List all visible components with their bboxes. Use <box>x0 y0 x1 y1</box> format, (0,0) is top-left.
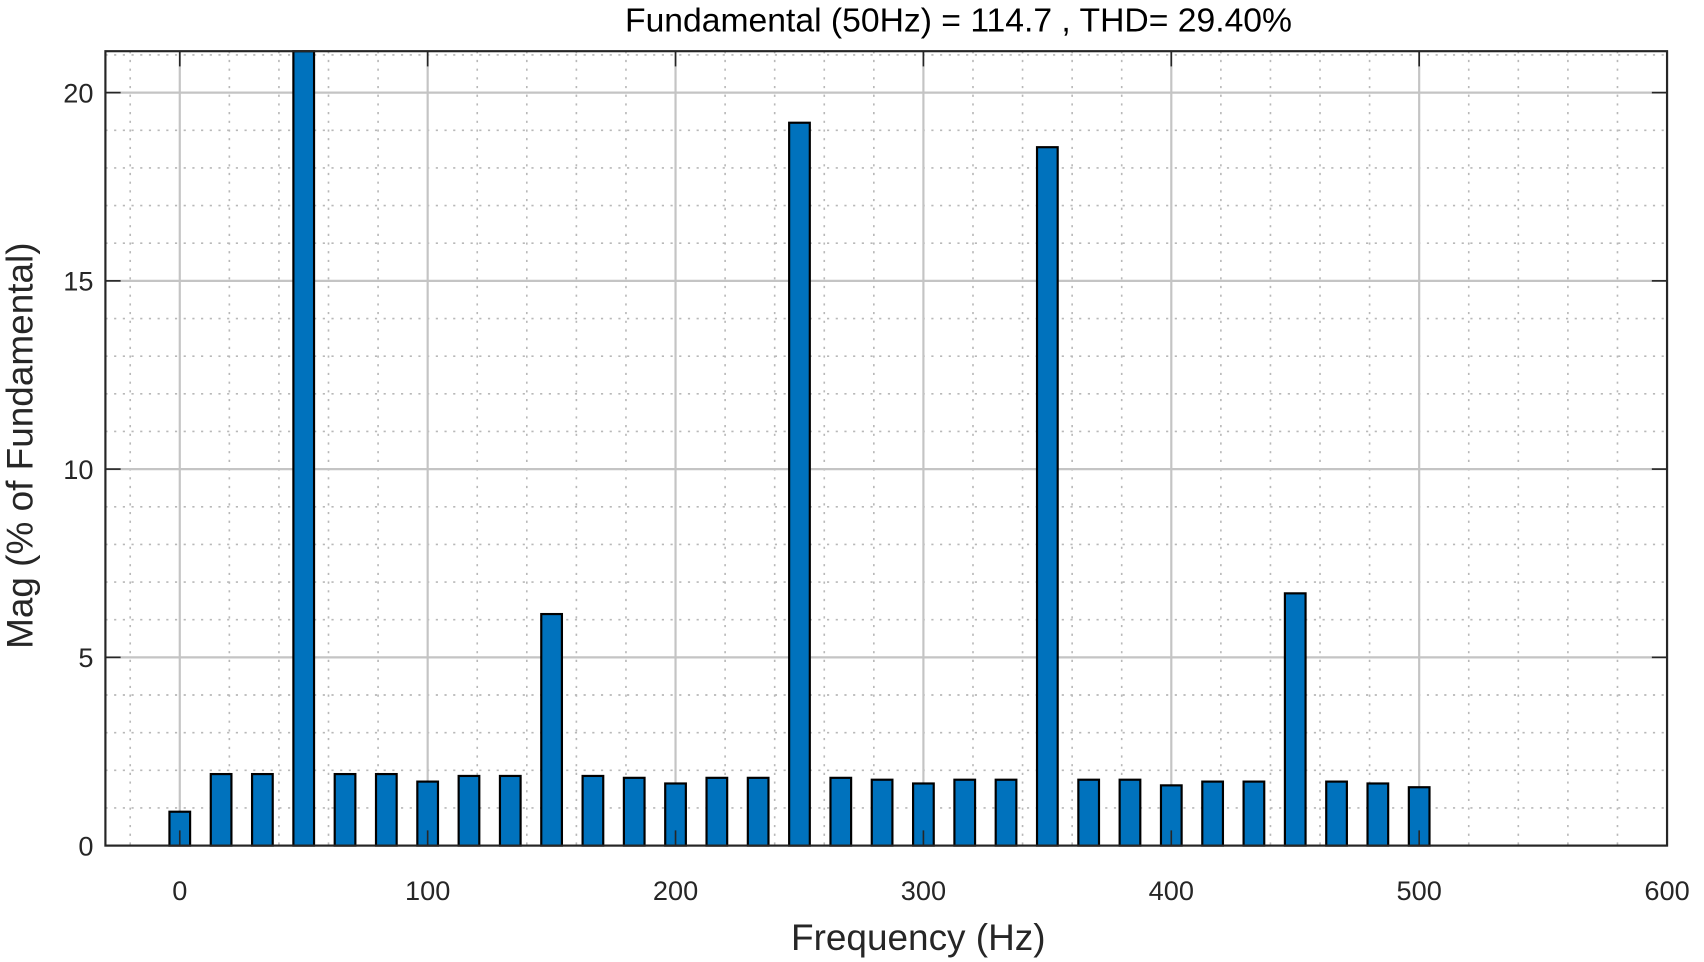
bar-16.67 <box>209 772 233 847</box>
grid <box>105 51 1669 847</box>
bar-466.67 <box>1325 780 1348 847</box>
x-tick-label: 300 <box>901 875 946 906</box>
bar-383.33 <box>1118 778 1142 847</box>
x-tick-label: 200 <box>653 875 698 906</box>
x-tick-label: 500 <box>1397 875 1442 906</box>
bar-316.67 <box>953 778 977 847</box>
axes-box <box>104 50 1669 847</box>
chart-title: Fundamental (50Hz) = 114.7 , THD= 29.40% <box>625 3 1292 40</box>
y-axis-label: Mag (% of Fundamental) <box>0 242 41 649</box>
bar-366.67 <box>1077 778 1101 847</box>
bar-50 <box>292 50 316 847</box>
bar-166.67 <box>581 774 605 847</box>
bar-183.33 <box>622 776 646 847</box>
y-tick-label: 0 <box>78 830 93 861</box>
y-tick-label: 5 <box>78 642 93 673</box>
x-axis-label: Frequency (Hz) <box>791 917 1046 958</box>
x-tick-label: 400 <box>1149 875 1194 906</box>
bar-83.33 <box>374 772 398 847</box>
x-tick-label: 0 <box>172 875 187 906</box>
bar-483.33 <box>1366 782 1390 847</box>
axes: 0 100 200 300 400 500 600 0 5 10 15 20 <box>63 50 1690 906</box>
bar-450 <box>1283 592 1307 847</box>
y-tick-label: 20 <box>63 77 93 108</box>
bar-66.67 <box>333 772 357 847</box>
bar-416.67 <box>1201 780 1225 847</box>
bars <box>168 50 1431 847</box>
bar-133.33 <box>498 774 522 847</box>
x-tick-label: 600 <box>1644 875 1689 906</box>
bar-433.33 <box>1242 780 1266 847</box>
bar-33.33 <box>250 772 274 847</box>
bar-266.67 <box>829 776 853 847</box>
bar-150 <box>540 612 564 847</box>
x-tick-label: 100 <box>405 875 450 906</box>
bar-116.67 <box>457 774 481 847</box>
y-tick-label: 15 <box>63 266 93 297</box>
bar-283.33 <box>870 778 894 847</box>
bar-233.33 <box>746 776 770 847</box>
bar-250 <box>788 121 811 847</box>
y-tick-label: 10 <box>63 454 93 485</box>
bar-216.67 <box>705 776 729 847</box>
bar-333.33 <box>994 778 1018 847</box>
bar-350 <box>1035 146 1059 847</box>
